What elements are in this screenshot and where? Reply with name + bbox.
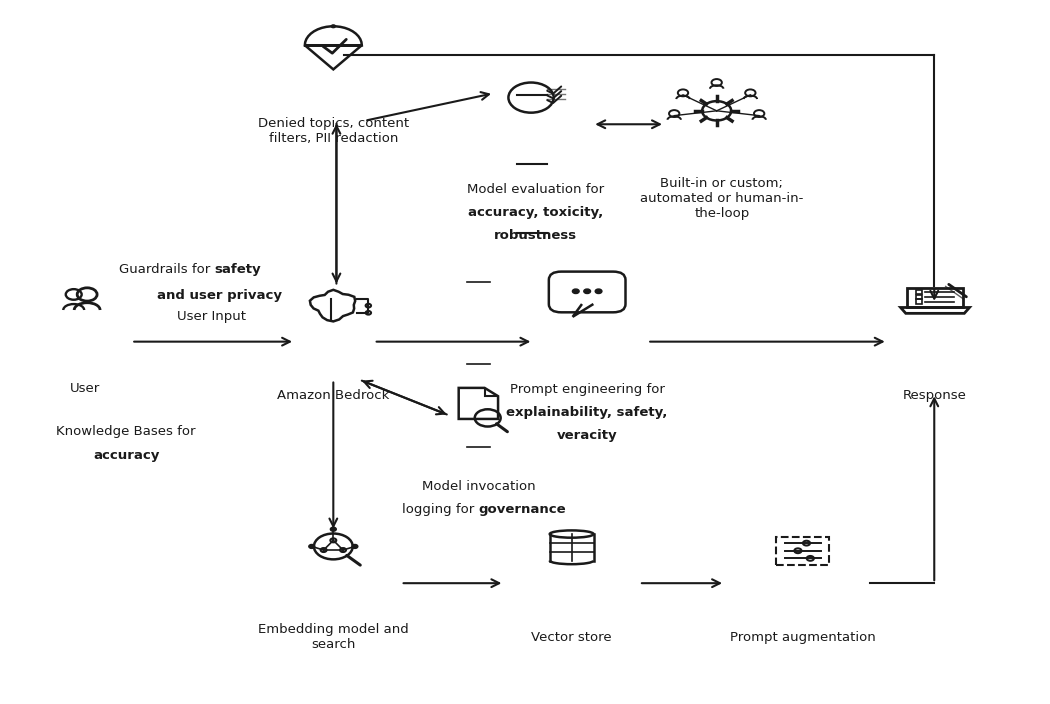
- Text: and user privacy: and user privacy: [156, 289, 281, 302]
- Circle shape: [331, 527, 336, 532]
- Circle shape: [309, 544, 315, 548]
- Text: Guardrails for: Guardrails for: [119, 263, 214, 276]
- Text: accuracy, toxicity,: accuracy, toxicity,: [467, 206, 603, 219]
- Text: Amazon Bedrock: Amazon Bedrock: [277, 389, 390, 402]
- Circle shape: [595, 289, 602, 294]
- Text: logging for: logging for: [402, 503, 479, 516]
- Circle shape: [331, 25, 335, 27]
- Text: explainability, safety,: explainability, safety,: [506, 406, 668, 419]
- Text: veracity: veracity: [556, 429, 617, 442]
- Text: Prompt augmentation: Prompt augmentation: [730, 631, 876, 643]
- Bar: [916, 290, 922, 294]
- Text: Model invocation: Model invocation: [421, 480, 536, 493]
- Text: User: User: [69, 382, 100, 395]
- Text: Response: Response: [902, 389, 966, 402]
- Text: User Input: User Input: [176, 310, 246, 322]
- Text: Model evaluation for: Model evaluation for: [467, 183, 604, 196]
- Text: robustness: robustness: [494, 229, 576, 242]
- Text: governance: governance: [479, 503, 566, 516]
- Circle shape: [584, 289, 590, 294]
- Bar: [776, 536, 828, 565]
- Text: Denied topics, content
filters, PII redaction: Denied topics, content filters, PII reda…: [257, 117, 408, 145]
- Bar: [916, 299, 922, 304]
- Text: Prompt engineering for: Prompt engineering for: [509, 384, 665, 396]
- Bar: [916, 294, 922, 299]
- Text: Built-in or custom;
automated or human-in-
the-loop: Built-in or custom; automated or human-i…: [640, 177, 803, 220]
- Text: Knowledge Bases for: Knowledge Bases for: [57, 425, 196, 438]
- Circle shape: [572, 289, 580, 294]
- Text: accuracy: accuracy: [92, 449, 160, 462]
- Text: safety: safety: [214, 263, 260, 276]
- Circle shape: [352, 544, 358, 548]
- Text: Vector store: Vector store: [531, 631, 612, 643]
- Text: Embedding model and
search: Embedding model and search: [258, 623, 408, 651]
